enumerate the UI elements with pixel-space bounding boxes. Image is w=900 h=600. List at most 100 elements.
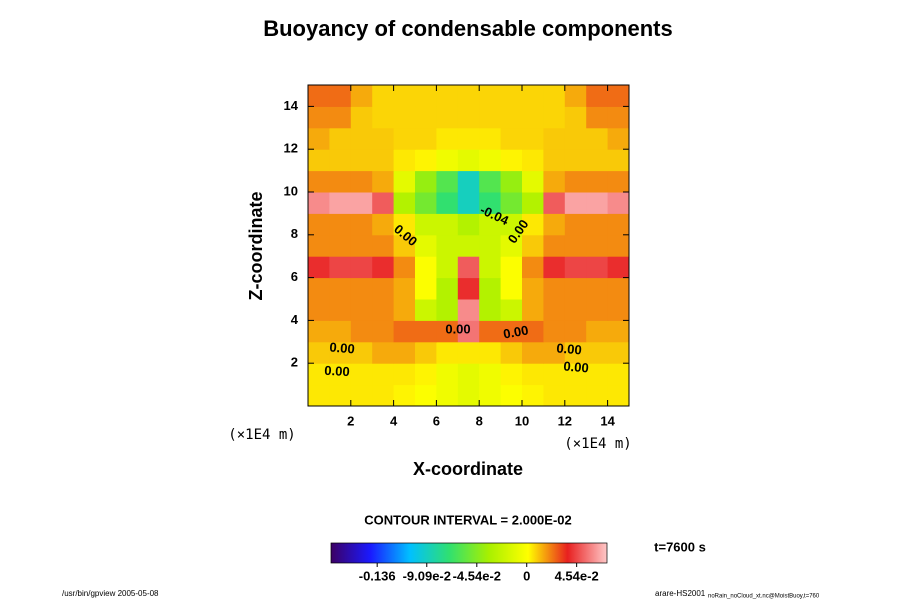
field-cell (500, 277, 523, 300)
field-cell (586, 299, 609, 321)
field-cell (393, 149, 416, 172)
field-cell (522, 213, 544, 236)
field-cell (564, 384, 587, 407)
x-unit: (×1E4 m) (564, 436, 631, 452)
field-cell (607, 127, 630, 150)
field-cell (522, 299, 544, 321)
field-cell (350, 170, 373, 193)
contour-label: 0.00 (502, 322, 530, 341)
field-cell (436, 320, 459, 343)
field-cell (329, 320, 352, 343)
field-cell (436, 234, 459, 257)
field-cell (393, 234, 416, 257)
field-cell (586, 85, 609, 107)
field-cell (522, 320, 544, 343)
field-cell (372, 384, 395, 407)
field-cell (479, 170, 502, 193)
y-axis-label: Z-coordinate (246, 191, 266, 300)
field-cell (457, 363, 480, 386)
field-cell (500, 320, 523, 343)
contour-label: 0.00 (324, 363, 350, 379)
field-cell (393, 192, 416, 214)
field-cell (457, 192, 480, 214)
field-cell (436, 85, 459, 107)
field-cell (436, 299, 459, 321)
field-cell (415, 106, 437, 129)
field-cell (500, 384, 523, 407)
x-tick-label: 8 (476, 413, 483, 428)
field-cell (393, 277, 416, 300)
field-cell (415, 192, 437, 214)
field-cell (436, 363, 459, 386)
field-cell (372, 192, 395, 214)
field-cell (415, 363, 437, 386)
field-cell (329, 213, 352, 236)
x-tick-label: 10 (515, 413, 529, 428)
field-cell (350, 192, 373, 214)
field-cell (372, 363, 395, 386)
y-tick-label: 6 (291, 269, 298, 284)
field-cell (564, 299, 587, 321)
field-cell (308, 277, 330, 300)
field-cell (415, 256, 437, 279)
field-cell (329, 106, 352, 129)
field-cell (543, 234, 566, 257)
field-cell (479, 234, 502, 257)
field-cell (457, 127, 480, 150)
field-cell (522, 85, 544, 107)
field-cell (372, 320, 395, 343)
field-cell (393, 384, 416, 407)
field-cell (372, 277, 395, 300)
field-cell (586, 320, 609, 343)
field-cell (393, 106, 416, 129)
field-cell (393, 213, 416, 236)
field-cell (543, 299, 566, 321)
field-cell (522, 363, 544, 386)
field-cell (329, 384, 352, 407)
field-cell (393, 256, 416, 279)
field-cell (479, 363, 502, 386)
field-cell (350, 299, 373, 321)
field-cell (586, 234, 609, 257)
field-cell (393, 363, 416, 386)
field-cell (479, 299, 502, 321)
field (308, 85, 630, 407)
field-cell (308, 170, 330, 193)
field-cell (329, 299, 352, 321)
field-cell (586, 127, 609, 150)
field-cell (522, 341, 544, 364)
field-cell (479, 192, 502, 214)
colorbar (330, 542, 608, 564)
field-cell (372, 299, 395, 321)
field-cell (350, 320, 373, 343)
field-cell (436, 127, 459, 150)
field-cell (500, 170, 523, 193)
colorbar-tick-label: 0 (523, 568, 530, 583)
field-cell (436, 277, 459, 300)
field-cell (522, 234, 544, 257)
y-tick-label: 8 (291, 226, 298, 241)
field-cell (308, 213, 330, 236)
field-cell (350, 85, 373, 107)
field-cell (500, 363, 523, 386)
field-cell (415, 299, 437, 321)
field-cell (586, 106, 609, 129)
field-cell (564, 213, 587, 236)
field-cell (607, 384, 630, 407)
plot-frame (307, 84, 630, 407)
field-cell (393, 320, 416, 343)
field-cell (607, 299, 630, 321)
field-cell (564, 127, 587, 150)
contour-label: 0.00 (563, 358, 590, 375)
field-cell (393, 85, 416, 107)
colorbar-tick-label: -0.136 (359, 568, 396, 583)
y-tick-label: 12 (284, 141, 298, 156)
colorbar-tick-label: 4.54e-2 (555, 568, 599, 583)
field-cell (479, 106, 502, 129)
field-cell (308, 106, 330, 129)
field-cell (543, 170, 566, 193)
x-tick-label: 12 (558, 413, 572, 428)
field-cell (543, 384, 566, 407)
field-cell (415, 213, 437, 236)
field-cell (436, 384, 459, 407)
